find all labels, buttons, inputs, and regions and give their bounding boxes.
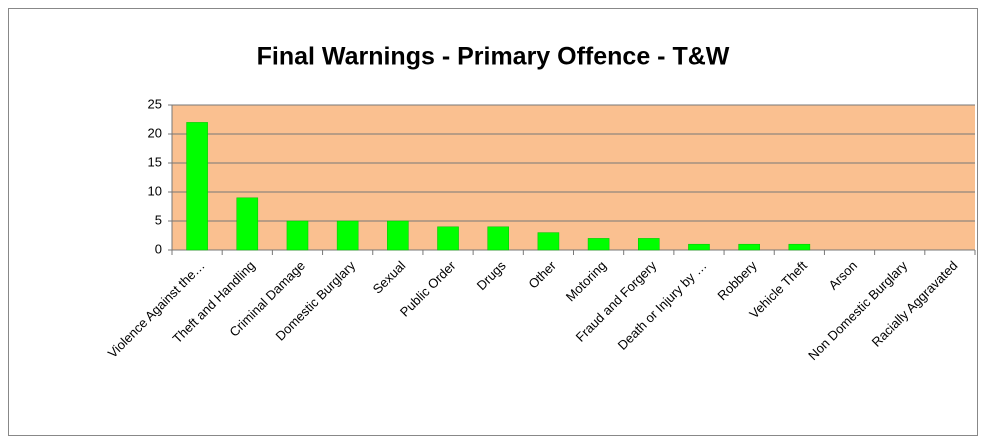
bar [186,122,208,251]
chart-title: Final Warnings - Primary Offence - T&W [257,43,730,71]
bar [387,220,409,251]
y-tick-label: 5 [155,212,162,227]
y-tick-label: 25 [148,96,162,111]
bar [437,226,459,251]
bar [688,243,710,251]
y-tick-label: 10 [148,183,162,198]
bar [286,220,309,251]
bar [637,238,660,251]
bar [236,197,259,251]
bar [336,220,359,251]
y-tick-label: 20 [148,125,162,140]
bar [537,232,560,251]
bar [487,226,510,251]
bar [587,238,610,251]
bar [738,243,760,251]
y-tick-label: 15 [148,154,162,169]
y-tick-label: 0 [155,241,162,256]
bar [788,243,811,251]
